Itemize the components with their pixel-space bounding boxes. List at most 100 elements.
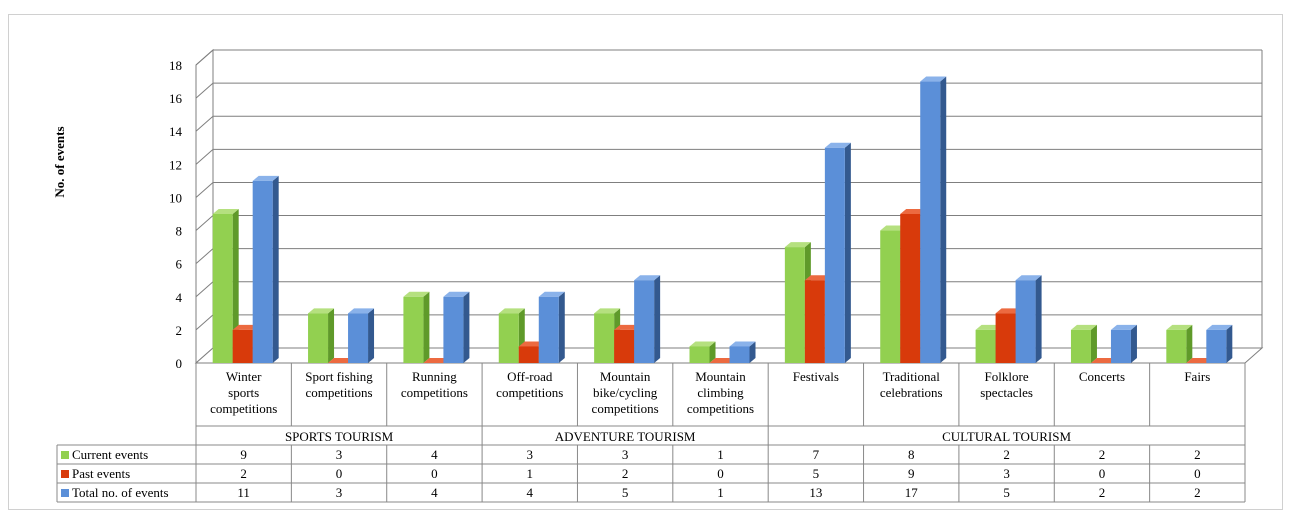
bar-front (1070, 329, 1091, 363)
data-label: 0 (1099, 466, 1106, 481)
data-label: 7 (813, 447, 820, 462)
y-tick-label: 8 (176, 224, 183, 239)
bar-current-events-10 (1166, 324, 1193, 363)
data-label: 4 (527, 485, 534, 500)
data-label: 1 (717, 447, 724, 462)
bar-front (232, 329, 253, 363)
bar-side (463, 291, 470, 363)
y-tick-label: 14 (169, 124, 183, 139)
data-label: 2 (1194, 447, 1201, 462)
category-label: spectacles (980, 385, 1033, 400)
bar-top (634, 275, 661, 281)
data-label: 3 (1003, 466, 1010, 481)
gridline (195, 82, 1262, 99)
data-label: 5 (622, 485, 629, 500)
bar-top (804, 275, 831, 281)
bar-total-no-of-events-8 (1015, 275, 1042, 363)
bar-side (368, 308, 375, 363)
category-label: Off-road (507, 369, 553, 384)
y-tick-label: 12 (169, 157, 182, 172)
bar-top (232, 324, 259, 330)
data-label: 8 (908, 447, 915, 462)
category-label: Sport fishing (305, 369, 373, 384)
bar-front (1110, 329, 1131, 363)
bar-side (1226, 324, 1233, 363)
bar-front (308, 313, 329, 363)
bar-front (920, 81, 941, 364)
data-label: 4 (431, 485, 438, 500)
bar-total-no-of-events-1 (348, 308, 375, 363)
bar-side (749, 341, 756, 363)
bar-front (212, 214, 233, 363)
bar-top (975, 324, 1002, 330)
bar-side (558, 291, 565, 363)
bar-current-events-1 (308, 308, 335, 363)
bar-top (784, 242, 811, 248)
bar-top (252, 175, 279, 181)
category-label: Winter (226, 369, 262, 384)
data-label: 3 (336, 485, 343, 500)
bar-top (1070, 324, 1097, 330)
bar-past-events-2 (423, 358, 450, 363)
data-label: 3 (527, 447, 534, 462)
y-tick-label: 0 (176, 356, 183, 371)
bar-top (1015, 275, 1042, 281)
bar-top (308, 308, 335, 314)
data-label: 3 (622, 447, 629, 462)
data-label: 2 (1003, 447, 1010, 462)
data-label: 1 (717, 485, 724, 500)
data-label: 11 (237, 485, 250, 500)
bar-front (1206, 329, 1227, 363)
bar-top (538, 291, 565, 297)
category-label: competitions (592, 401, 659, 416)
data-label: 0 (336, 466, 343, 481)
bar-total-no-of-events-10 (1206, 324, 1233, 363)
bar-front (824, 147, 845, 363)
bar-top (614, 324, 641, 330)
bar-side (654, 275, 661, 363)
bar-top (1110, 324, 1137, 330)
gridline (195, 115, 1262, 132)
data-label: 9 (240, 447, 247, 462)
bar-front (689, 346, 710, 363)
bar-side (272, 175, 279, 363)
bar-front (804, 280, 825, 363)
data-label: 5 (813, 466, 820, 481)
data-label: 9 (908, 466, 915, 481)
bar-top (518, 341, 545, 347)
bar-side (423, 291, 430, 363)
gridline (195, 248, 1262, 265)
data-label: 17 (905, 485, 919, 500)
category-label: competitions (401, 385, 468, 400)
bar-top (900, 209, 927, 214)
data-label: 4 (431, 447, 438, 462)
y-tick-label: 6 (176, 257, 183, 272)
group-label: CULTURAL TOURISM (942, 429, 1071, 444)
bar-total-no-of-events-5 (729, 341, 756, 363)
bar-front (995, 313, 1016, 363)
data-label: 2 (240, 466, 247, 481)
bar-total-no-of-events-4 (634, 275, 661, 363)
bar-total-no-of-events-3 (538, 291, 565, 363)
gridline (195, 281, 1262, 298)
bar-top (880, 225, 907, 231)
y-tick-label: 4 (176, 290, 183, 305)
category-label: Traditional (883, 369, 941, 384)
legend-key (61, 451, 69, 459)
category-label: Fairs (1184, 369, 1210, 384)
bar-side (709, 341, 716, 363)
bar-side (1090, 324, 1097, 363)
category-label: competitions (305, 385, 372, 400)
group-label: SPORTS TOURISM (285, 429, 394, 444)
bar-front (498, 313, 519, 363)
bar-side (232, 209, 239, 363)
legend-label: Current events (72, 447, 148, 462)
bar-top (594, 308, 621, 314)
bar-total-no-of-events-9 (1110, 324, 1137, 363)
bar-side (940, 76, 947, 364)
bar-top (498, 308, 525, 314)
data-label: 2 (1099, 447, 1106, 462)
bar-front (348, 313, 369, 363)
bar-front (403, 296, 424, 363)
